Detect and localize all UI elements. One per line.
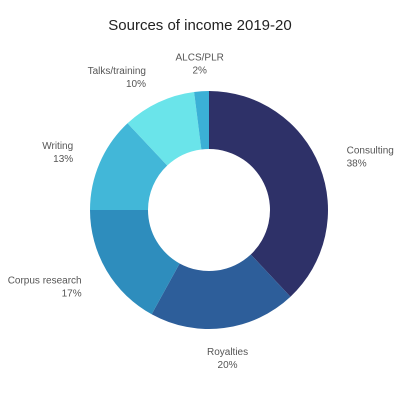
slice-label-royalties: Royalties <box>207 347 248 358</box>
slice-royalties <box>151 254 291 329</box>
slice-value-consulting: 38% <box>347 159 367 170</box>
slice-value-royalties: 20% <box>218 360 238 371</box>
slice-value-talks-training: 10% <box>126 79 146 90</box>
slice-writing <box>90 123 168 210</box>
slice-label-alcs-plr: ALCS/PLR <box>176 52 224 63</box>
slice-value-alcs-plr: 2% <box>192 65 207 76</box>
slice-consulting <box>209 91 328 297</box>
chart-title: Sources of income 2019-20 <box>108 17 292 34</box>
slice-label-talks-training: Talks/training <box>88 66 146 77</box>
slice-corpus-research <box>90 210 180 315</box>
slices-layer <box>90 91 328 329</box>
slice-label-writing: Writing <box>42 141 73 152</box>
slice-value-writing: 13% <box>53 154 73 165</box>
slice-value-corpus-research: 17% <box>62 288 82 299</box>
labels-layer: Consulting 38% Royalties 20% Corpus research… <box>8 52 394 371</box>
slice-label-corpus-research: Corpus research <box>8 275 82 286</box>
slice-label-consulting: Consulting <box>347 146 394 157</box>
slice-alcs-plr <box>194 91 209 150</box>
slice-talks-training <box>127 91 202 166</box>
